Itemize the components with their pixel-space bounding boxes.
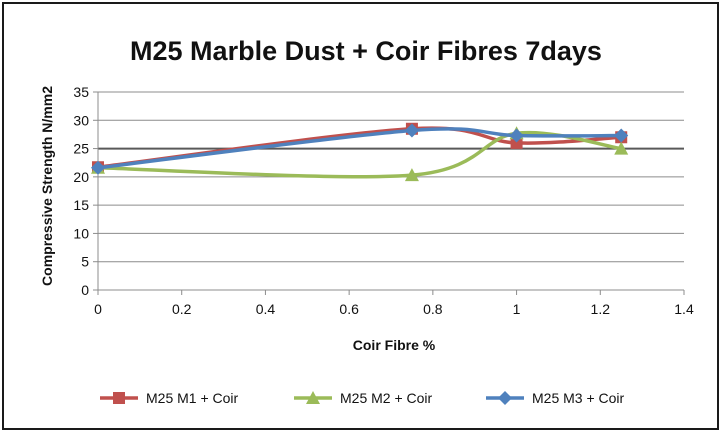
x-tick-label: 0.2	[172, 301, 192, 317]
data-point	[614, 128, 629, 143]
y-tick-label: 30	[73, 112, 89, 128]
x-tick-label: 0.6	[339, 301, 359, 317]
data-point	[510, 136, 523, 149]
y-tick-label: 10	[73, 225, 89, 241]
legend: M25 M1 + Coir M25 M2 + Coir M25 M3 + Coir	[100, 390, 625, 406]
x-tick-label: 1.4	[674, 301, 694, 317]
legend-item: M25 M1 + Coir	[100, 390, 239, 406]
x-axis-label: Coir Fibre %	[353, 337, 436, 353]
y-tick-label: 35	[73, 84, 89, 100]
x-tick-label: 0.8	[423, 301, 443, 317]
series-line	[97, 127, 622, 170]
chart-title: M25 Marble Dust + Coir Fibres 7days	[130, 36, 602, 66]
legend-marker	[498, 391, 512, 405]
y-tick-label: 20	[73, 169, 89, 185]
x-tick-label: 1	[513, 301, 521, 317]
y-tick-label: 15	[73, 197, 89, 213]
legend-label: M25 M1 + Coir	[146, 390, 239, 406]
y-tick-label: 5	[81, 254, 89, 270]
y-tick-label: 25	[73, 141, 89, 157]
x-tick-label: 1.2	[591, 301, 611, 317]
x-tick-label: 0	[94, 301, 102, 317]
data-point	[404, 168, 419, 182]
chart-svg: M25 Marble Dust + Coir Fibres 7days 0510…	[39, 36, 694, 406]
legend-marker	[113, 392, 125, 404]
legend-label: M25 M2 + Coir	[340, 390, 433, 406]
y-tick-labels: 0 5 10 15 20 25 30 35	[73, 84, 89, 298]
data-point	[404, 123, 419, 138]
legend-marker	[306, 391, 320, 404]
legend-item: M25 M3 + Coir	[486, 390, 625, 406]
gridlines	[98, 91, 684, 263]
y-tick-label: 0	[81, 282, 89, 298]
series-line	[97, 130, 622, 179]
data-point	[91, 160, 105, 175]
legend-item: M25 M2 + Coir	[294, 390, 433, 406]
axes	[93, 91, 685, 295]
x-tick-labels: 0 0.2 0.4 0.6 0.8 1 1.2 1.4	[94, 301, 694, 317]
series-group	[91, 122, 629, 182]
chart-frame: M25 Marble Dust + Coir Fibres 7days 0 5 10…	[2, 2, 719, 430]
data-point	[614, 141, 629, 155]
x-tick-label: 0.4	[256, 301, 276, 317]
legend-label: M25 M3 + Coir	[532, 390, 625, 406]
y-axis-label: Compressive Strength N/mm2	[39, 86, 55, 286]
